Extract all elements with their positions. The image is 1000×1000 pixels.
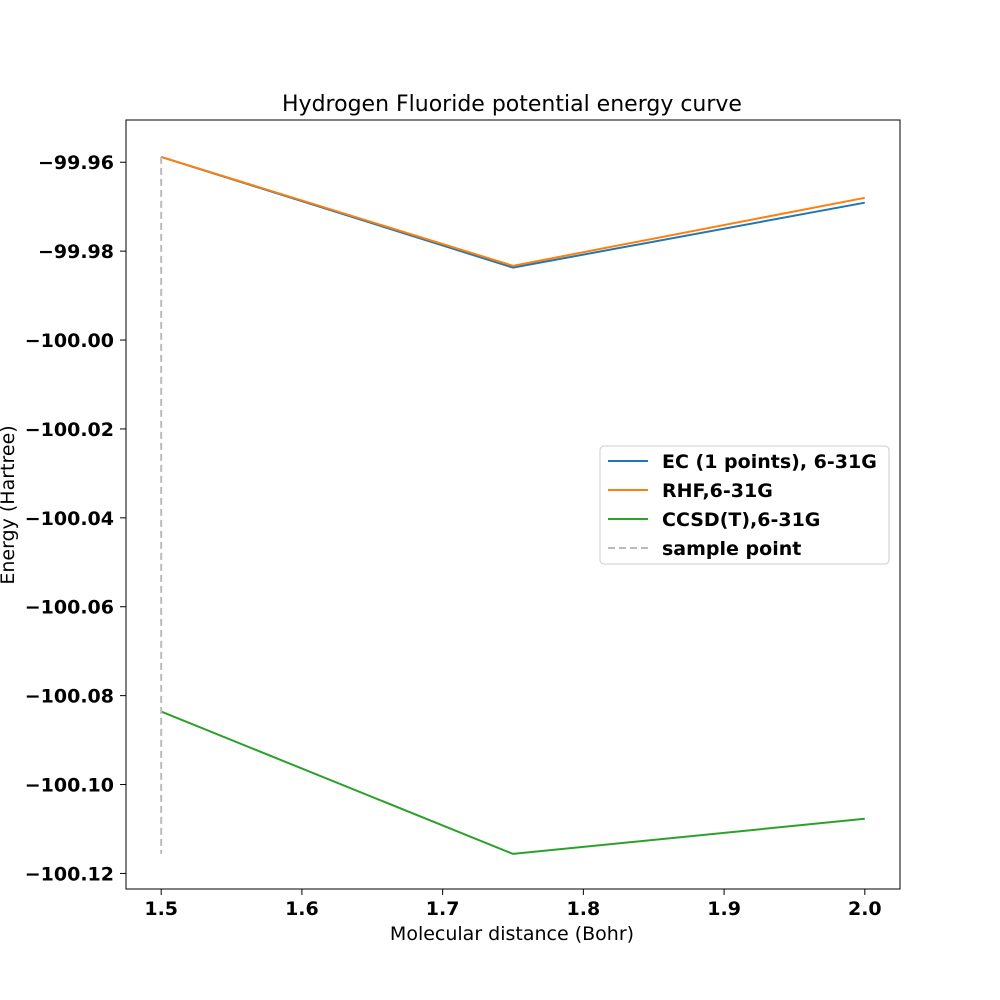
plot-frame — [125, 119, 901, 890]
y-tick-label: −100.04 — [25, 508, 114, 530]
legend-label-0: EC (1 points), 6-31G — [662, 451, 877, 473]
y-axis-ticks: −99.96 −99.98 −100.00 −100.02 −100.04 −100.06… — [25, 152, 126, 885]
legend: EC (1 points), 6-31G RHF,6-31G CCSD(T),6-3… — [599, 445, 890, 565]
x-tick-label: 1.8 — [567, 898, 601, 920]
y-tick-label: −99.98 — [38, 241, 114, 263]
legend-items: EC (1 points), 6-31G RHF,6-31G CCSD(T),6-3… — [608, 451, 877, 560]
series-line-0 — [160, 155, 865, 269]
x-tick-label: 1.6 — [285, 898, 319, 920]
x-tick-label: 1.9 — [707, 898, 741, 920]
y-tick-label: −100.10 — [25, 775, 114, 797]
series-layer — [160, 155, 865, 855]
chart-title: Hydrogen Fluoride potential energy curve — [282, 92, 742, 117]
y-tick-label: −99.96 — [38, 152, 114, 174]
legend-label-2: CCSD(T),6-31G — [662, 509, 820, 531]
y-tick-label: −100.08 — [25, 686, 114, 708]
x-tick-label: 1.7 — [426, 898, 460, 920]
legend-box — [599, 445, 890, 565]
series-line-2 — [160, 710, 865, 855]
y-tick-label: −100.06 — [25, 597, 114, 619]
legend-label-1: RHF,6-31G — [662, 480, 773, 502]
x-axis-ticks: 1.5 1.6 1.7 1.8 1.9 2.0 — [144, 889, 882, 920]
legend-label-3: sample point — [662, 538, 801, 560]
x-axis-label: Molecular distance (Bohr) — [390, 923, 634, 945]
y-tick-label: −100.02 — [25, 419, 114, 441]
x-tick-label: 1.5 — [144, 898, 178, 920]
x-tick-label: 2.0 — [848, 898, 882, 920]
y-tick-label: −100.12 — [25, 863, 114, 885]
y-axis-label: Energy (Hartree) — [0, 425, 19, 584]
series-line-1 — [160, 155, 865, 267]
y-tick-label: −100.00 — [25, 330, 114, 352]
